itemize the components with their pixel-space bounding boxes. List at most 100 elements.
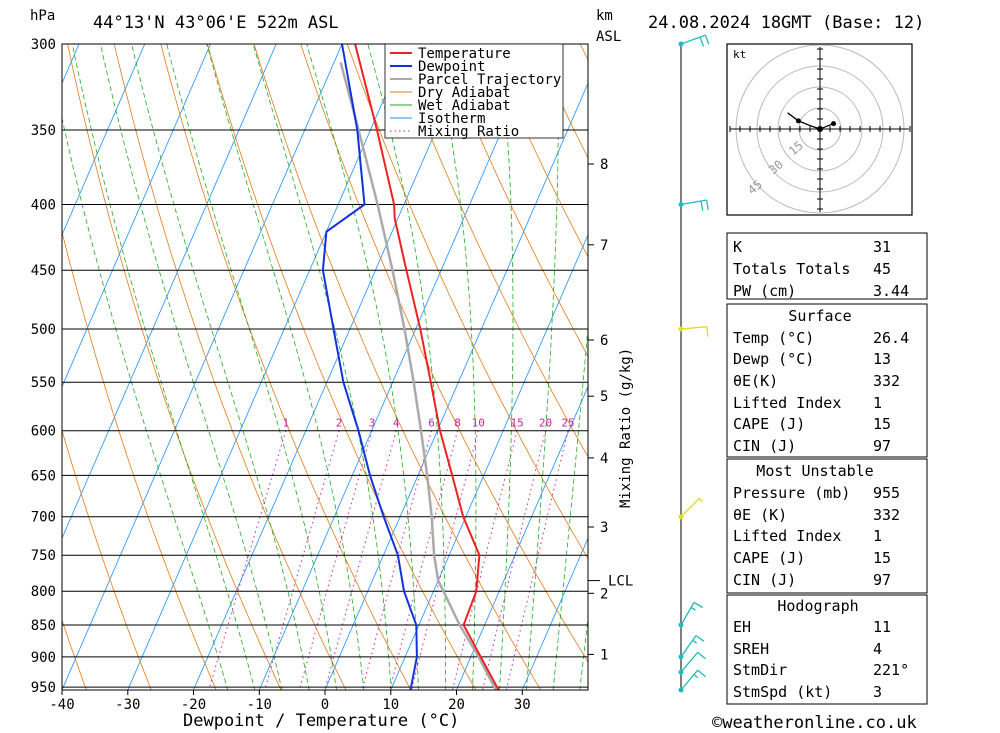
wind-barb-staff	[680, 602, 695, 626]
legend-label: Dewpoint	[418, 59, 485, 75]
hodograph-table-title: Hodograph	[777, 597, 858, 615]
legend-label: Parcel Trajectory	[418, 72, 561, 88]
dry-adiabat-line	[346, 44, 588, 560]
wind-barb-staff	[680, 497, 700, 518]
isobar-lines	[62, 43, 588, 688]
pressure-tick-label: 800	[31, 584, 56, 600]
unstable-value: 97	[873, 571, 891, 589]
unstable-label: CIN (J)	[733, 571, 796, 589]
pressure-tick-label: 700	[31, 510, 56, 526]
surface-label: CAPE (J)	[733, 415, 805, 433]
pressure-tick-label: 750	[31, 548, 56, 564]
hodo-value: 221°	[873, 661, 909, 679]
index-value: 3.44	[873, 282, 909, 300]
surface-label: θE(K)	[733, 372, 778, 390]
unstable-value: 955	[873, 484, 900, 502]
legend-label: Mixing Ratio	[418, 124, 519, 140]
wet-adiabat-line	[166, 44, 337, 690]
lcl-label: LCL	[608, 574, 633, 590]
pressure-tick-label: 600	[31, 424, 56, 440]
wind-barb-staff	[680, 326, 707, 330]
mixing-ratio-label: 20	[539, 417, 552, 430]
height-tick-label: 1	[600, 647, 608, 663]
temperature-tick-label: -30	[115, 697, 140, 713]
wind-barb-flag	[704, 34, 710, 45]
temperature-axis: -40 -30 -20 -10 0 10 20 30	[49, 690, 531, 713]
mixing-ratio-label: 2	[336, 417, 343, 430]
wet-adiabat-line	[99, 44, 283, 690]
isotherm-line	[521, 537, 588, 690]
legend-label: Dry Adiabat	[418, 85, 511, 101]
surface-label: Lifted Index	[733, 394, 841, 412]
index-label: K	[733, 238, 742, 256]
wind-barbs	[678, 34, 710, 693]
hpa-label: hPa	[30, 8, 55, 24]
dry-adiabat-line	[0, 44, 23, 693]
mixing-ratio-label: 3	[369, 417, 376, 430]
pressure-tick-label: 400	[31, 198, 56, 214]
height-tick-label: 6	[600, 333, 608, 349]
dry-adiabat-line	[486, 44, 588, 258]
hodo-value: 3	[873, 683, 882, 701]
unstable-label: Pressure (mb)	[733, 484, 850, 502]
height-tick-label: 7	[600, 238, 608, 254]
mixing-ratio-label: 25	[561, 417, 574, 430]
wind-barb-flag	[700, 200, 704, 211]
most-unstable-table: Most Unstable Pressure (mb) 955 θE (K) 3…	[726, 458, 928, 594]
wet-adiabat-line	[71, 44, 256, 690]
wind-barb-flag	[693, 673, 699, 679]
dry-adiabat-line	[907, 44, 1000, 693]
mixing-ratio-line	[361, 430, 433, 690]
asl-label: ASL	[596, 29, 621, 45]
unstable-label: CAPE (J)	[733, 549, 805, 567]
legend-label: Wet Adiabat	[418, 98, 511, 114]
series-line-parcel-trajectory	[339, 61, 498, 690]
surface-value: 15	[873, 415, 891, 433]
temperature-tick-label: -10	[247, 697, 272, 713]
pressure-tick-label: 650	[31, 468, 56, 484]
chart-title: 44°13'N 43°06'E 522m ASL	[93, 13, 339, 33]
wet-adiabat-line	[62, 116, 229, 690]
most-unstable-box	[726, 458, 928, 594]
pressure-tick-label: 900	[31, 650, 56, 666]
dry-adiabat-line	[300, 44, 588, 663]
wind-barb-flag	[706, 326, 709, 337]
dry-adiabat-line	[953, 44, 1000, 693]
hodo-label: SREH	[733, 640, 769, 658]
surface-label: Temp (°C)	[733, 329, 814, 347]
wind-barb-flag	[690, 606, 696, 611]
temperature-tick-label: -40	[49, 697, 74, 713]
wind-barb-flag	[705, 199, 709, 210]
pressure-tick-label: 450	[31, 263, 56, 279]
mixing-ratio-label: 15	[510, 417, 523, 430]
wet-adiabat-line	[206, 44, 365, 690]
wind-barb-flag	[697, 651, 706, 660]
km-label: km	[596, 8, 613, 24]
dry-adiabat-line	[113, 44, 347, 690]
dry-adiabat-line	[440, 44, 588, 358]
legend-box	[384, 43, 564, 139]
dry-adiabat-line	[207, 44, 477, 690]
copyright[interactable]: ©weatheronline.co.uk	[712, 713, 917, 733]
surface-value: 97	[873, 437, 891, 455]
mixing-ratio-line	[451, 430, 518, 690]
height-axis: 8 7 6 5 4 3 2 1 LCL	[588, 157, 633, 663]
legend: Temperature Dewpoint Parcel Trajectory D…	[384, 43, 564, 140]
mixing-ratio-label: 4	[393, 417, 400, 430]
mixing-ratio-label: 6	[428, 417, 435, 430]
surface-value: 332	[873, 372, 900, 390]
hodo-label: StmDir	[733, 661, 787, 679]
wet-adiabat-line	[306, 44, 419, 690]
height-tick-label: 5	[600, 389, 608, 405]
mixing-ratio-label: 1	[282, 417, 289, 430]
index-label: PW (cm)	[733, 282, 796, 300]
most-unstable-title: Most Unstable	[756, 462, 873, 480]
isotherm-line	[127, 44, 409, 690]
surface-value: 1	[873, 394, 882, 412]
temperature-tick-label: 20	[448, 697, 465, 713]
series-line-temperature	[354, 44, 500, 690]
mixing-ratio-line	[481, 430, 546, 690]
pressure-tick-label: 300	[31, 37, 56, 53]
wind-barb-flag	[699, 36, 705, 47]
pressure-tick-label: 500	[31, 322, 56, 338]
